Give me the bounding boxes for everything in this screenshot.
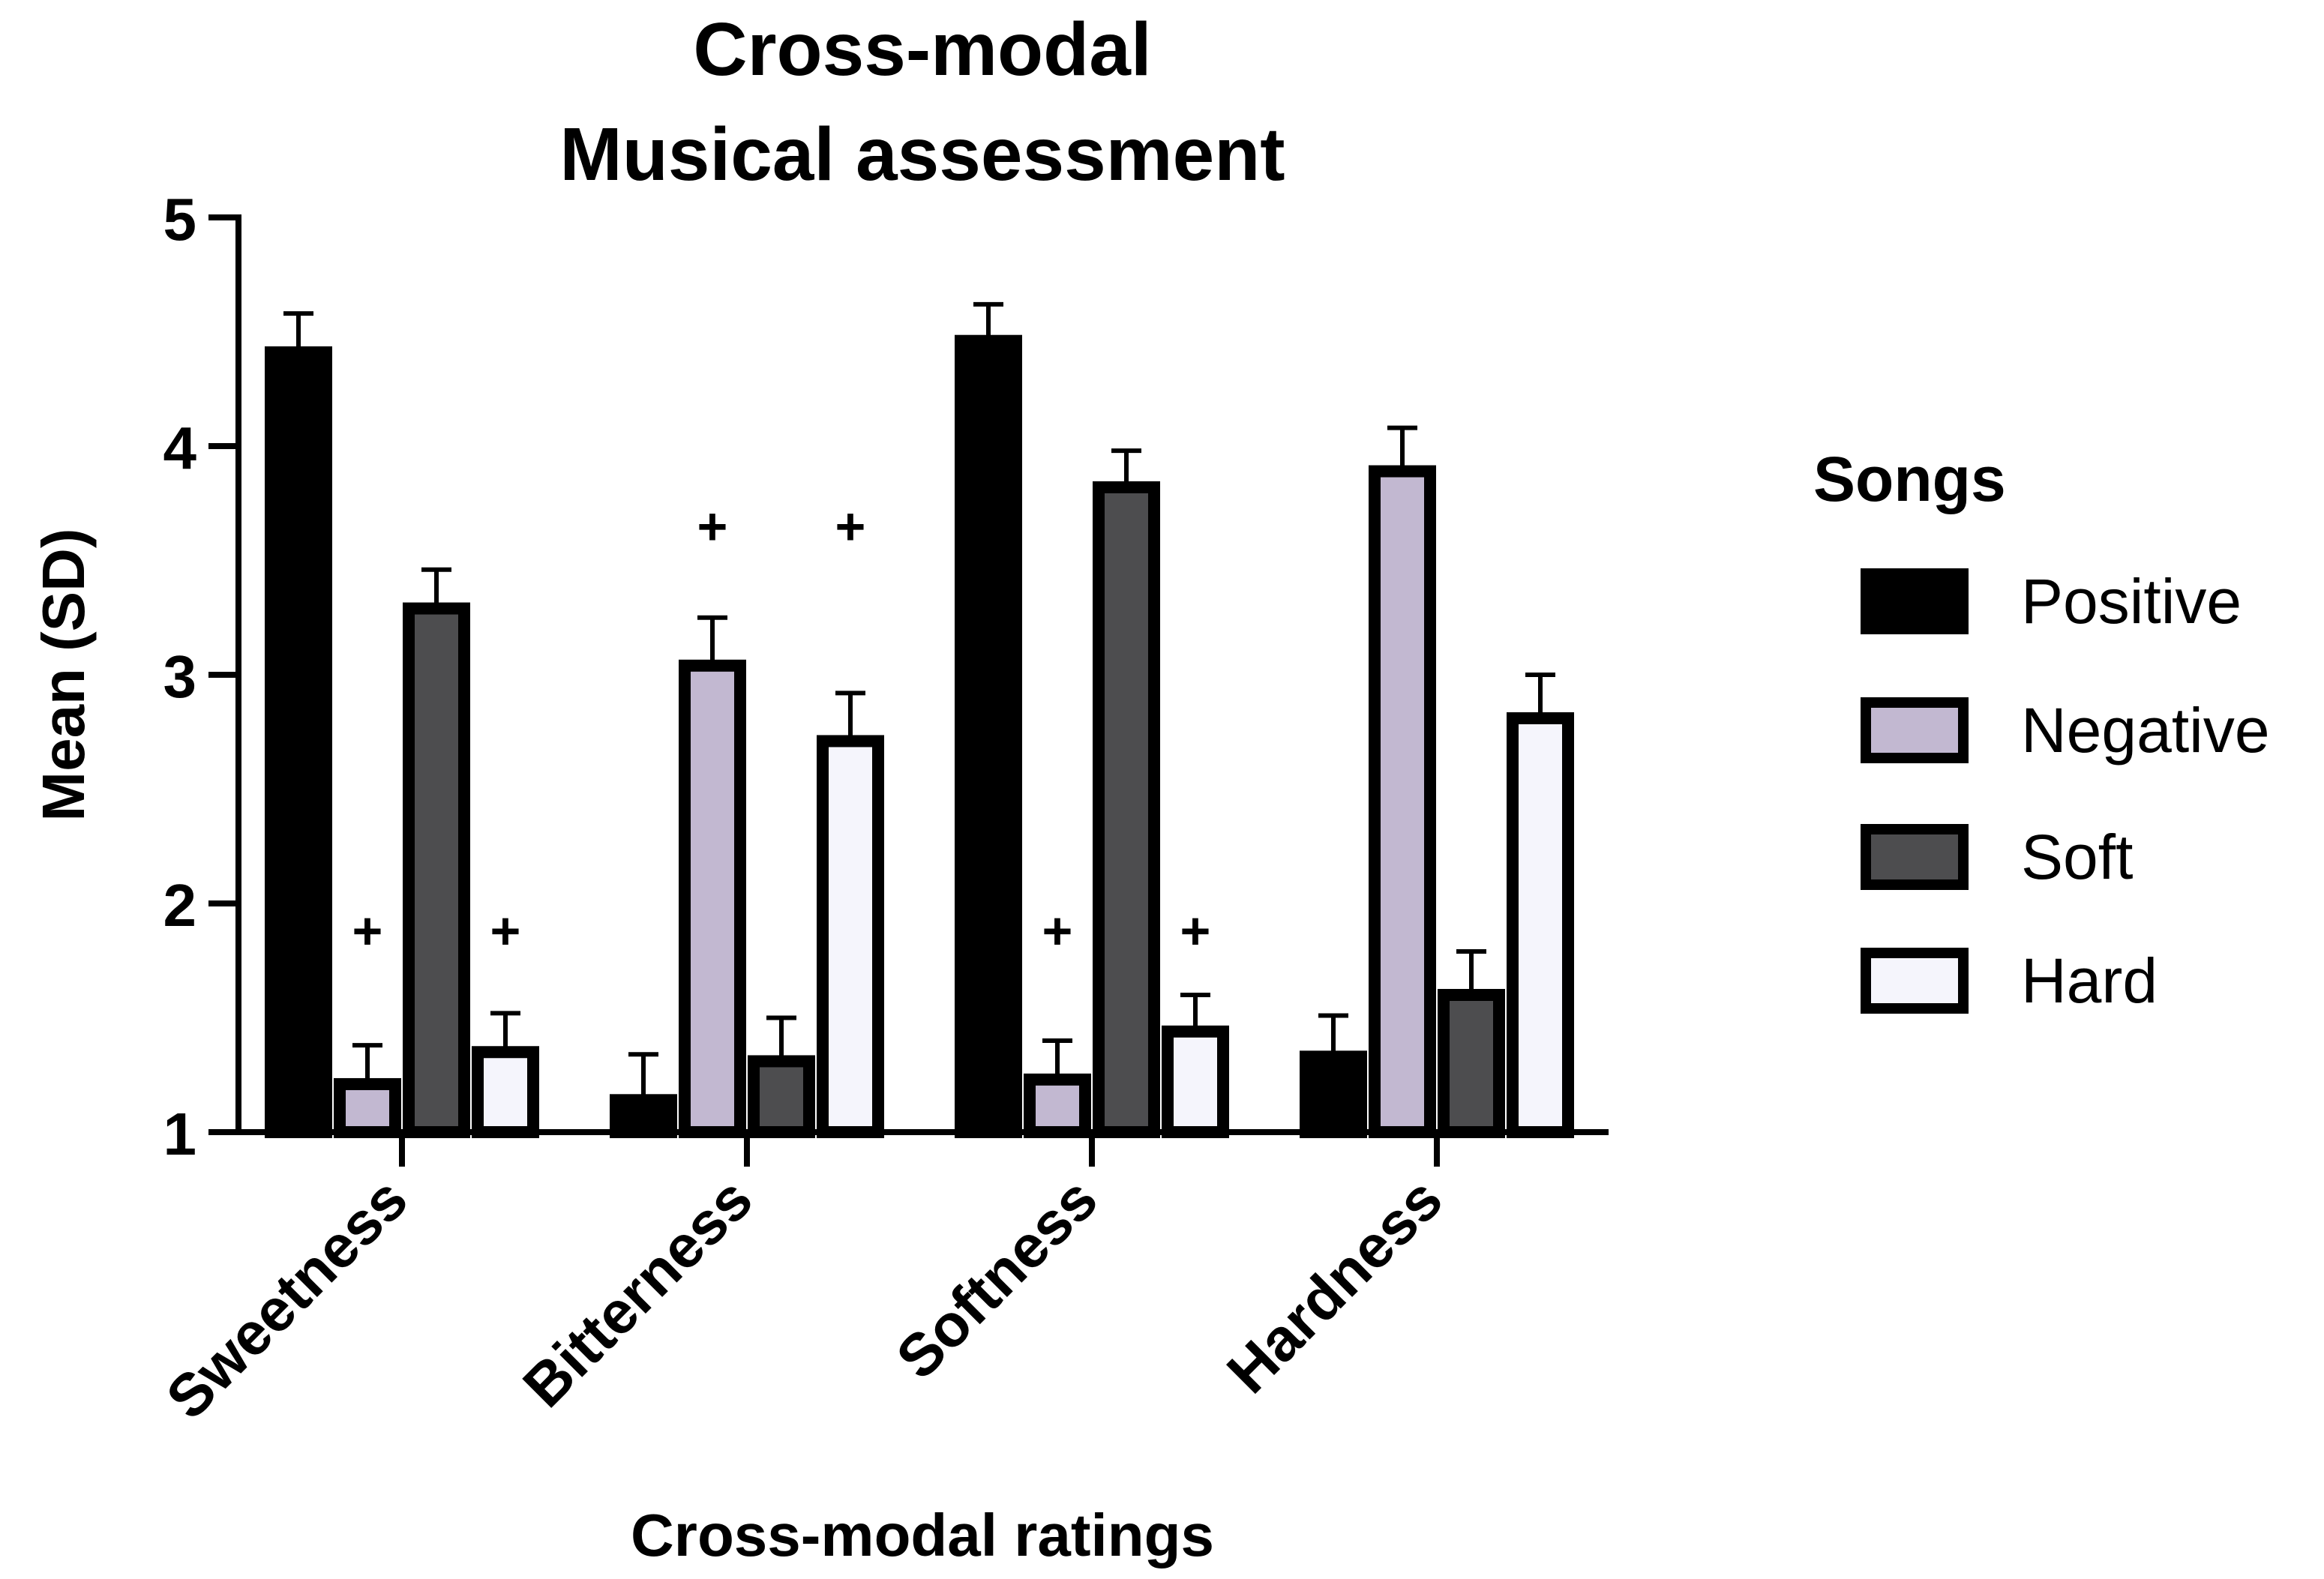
significance-marker: + — [490, 902, 521, 960]
x-tick-label-sweetness: Sweetness — [154, 1165, 420, 1431]
x-axis-label: Cross-modal ratings — [631, 1502, 1214, 1569]
legend-swatch-positive — [1861, 568, 1969, 634]
significance-marker: + — [1180, 902, 1211, 960]
bar-hardness-negative — [1369, 465, 1436, 1138]
bar-sweetness-hard — [472, 1046, 539, 1138]
legend-label-soft: Soft — [2021, 822, 2133, 892]
y-tick-label: 2 — [163, 872, 197, 939]
significance-marker: + — [835, 497, 866, 556]
bar-hardness-hard — [1507, 712, 1574, 1138]
bar-bitterness-hard — [817, 735, 884, 1138]
legend-swatch-hard — [1861, 948, 1969, 1014]
bar-bitterness-negative — [679, 659, 746, 1138]
bar-hardness-positive — [1300, 1050, 1367, 1138]
bar-sweetness-positive — [265, 346, 332, 1139]
bar-softness-soft — [1093, 481, 1160, 1138]
y-tick-label: 5 — [163, 186, 197, 253]
bar-sweetness-negative — [334, 1077, 401, 1138]
significance-marker: + — [352, 902, 383, 960]
bar-hardness-soft — [1438, 989, 1505, 1138]
x-tick-label-bitterness: Bitterness — [510, 1165, 765, 1420]
legend-label-hard: Hard — [2021, 945, 2158, 1016]
legend-label-positive: Positive — [2021, 566, 2242, 637]
legend-swatch-negative — [1861, 697, 1969, 763]
y-tick-label: 1 — [163, 1101, 197, 1167]
x-tick-label-softness: Softness — [883, 1165, 1110, 1392]
x-tick-label-hardness: Hardness — [1214, 1165, 1455, 1406]
significance-marker: + — [697, 497, 728, 556]
bar-softness-hard — [1162, 1025, 1229, 1139]
bar-bitterness-soft — [748, 1055, 815, 1138]
legend-title: Songs — [1813, 444, 2006, 514]
y-tick-label: 3 — [163, 643, 197, 710]
chart-title-line-2: Musical assessment — [559, 112, 1285, 196]
bar-softness-positive — [955, 334, 1022, 1139]
y-axis-label: Mean (SD) — [30, 528, 97, 821]
bar-bitterness-positive — [610, 1094, 677, 1139]
bar-sweetness-soft — [403, 602, 470, 1138]
significance-marker: + — [1042, 902, 1073, 960]
legend-label-negative: Negative — [2021, 695, 2270, 766]
bar-softness-negative — [1024, 1073, 1091, 1138]
y-tick-label: 4 — [163, 415, 197, 481]
legend-swatch-soft — [1861, 824, 1969, 890]
chart-title-line-1: Cross-modal — [693, 7, 1151, 91]
